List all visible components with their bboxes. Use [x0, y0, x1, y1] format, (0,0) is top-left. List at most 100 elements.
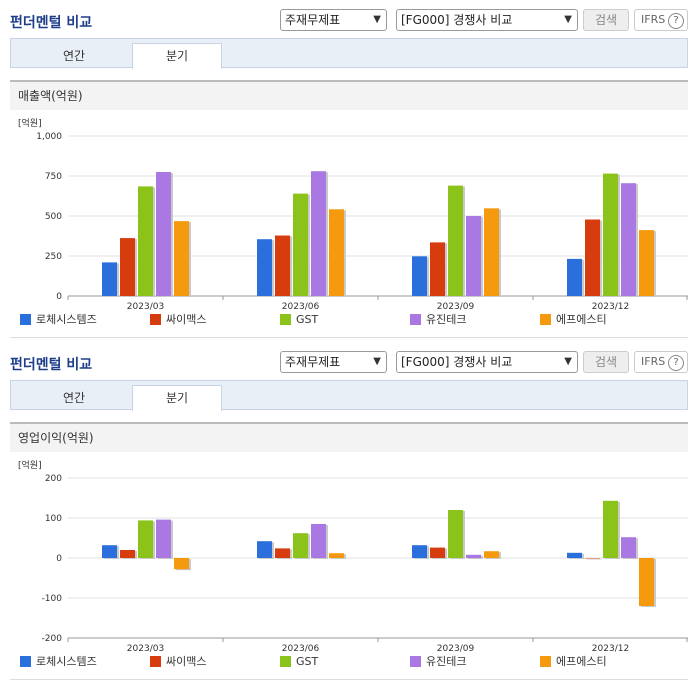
chevron-down-icon: ▼ — [564, 356, 572, 367]
legend-swatch — [410, 656, 421, 667]
fundamental-panel-operating-profit: 펀더멘털 비교 주재무제표 ▼ [FG000] 경쟁사 비교 ▼ 검색 IFRS… — [0, 342, 696, 684]
bar-2-2 — [448, 510, 463, 558]
legend-label: 로체시스템즈 — [36, 655, 97, 668]
fundamental-panel-revenue: 펀더멘털 비교 주재무제표 ▼ [FG000] 경쟁사 비교 ▼ 검색 IFRS… — [10, 9, 688, 338]
x-tick-label: 2023/03 — [127, 644, 164, 654]
statement-type-value: 주재무제표 — [285, 13, 341, 27]
legend-item[interactable]: 에프에스티 — [540, 655, 607, 669]
help-icon[interactable]: ? — [668, 13, 684, 29]
y-tick-label: 500 — [45, 212, 62, 222]
legend-label: 유진테크 — [426, 655, 467, 668]
legend-item[interactable]: GST — [280, 655, 318, 669]
bar-2-0 — [412, 545, 427, 558]
legend-item[interactable]: 유진테크 — [410, 655, 466, 669]
legend-swatch — [280, 656, 291, 667]
legend-swatch — [150, 656, 161, 667]
ifrs-label: IFRS — [641, 13, 666, 26]
legend-item[interactable]: 유진테크 — [410, 313, 466, 327]
x-tick-label: 2023/06 — [282, 302, 320, 312]
chart-legend: 로체시스템즈 싸이맥스 GST 유진테크 에프에스티 — [20, 655, 680, 671]
chart-area: [억원] -200 -100 0 100 200 2023/03 2023/06 2023/09… — [10, 452, 688, 680]
legend-swatch — [20, 314, 31, 325]
bar-2-2 — [448, 185, 463, 296]
chart-area: [억원] 0 250 500 750 1,000 2023/03 2023/06 2023/09… — [10, 110, 688, 338]
bar-3-4 — [639, 230, 654, 296]
legend-swatch — [540, 314, 551, 325]
panel-title: 펀더멘털 비교 — [10, 15, 93, 31]
statement-type-value: 주재무제표 — [285, 355, 341, 369]
bar-3-1 — [585, 219, 600, 296]
legend-item[interactable]: GST — [280, 313, 318, 327]
bar-1-4 — [329, 209, 344, 296]
bar-2-4 — [484, 208, 499, 296]
x-tick-label: 2023/12 — [592, 644, 629, 654]
peer-group-select[interactable]: [FG000] 경쟁사 비교 ▼ — [396, 9, 578, 31]
statement-type-select[interactable]: 주재무제표 ▼ — [280, 9, 387, 31]
search-button[interactable]: 검색 — [583, 351, 629, 373]
bar-2-1 — [430, 242, 445, 296]
bar-0-3 — [156, 172, 171, 296]
y-tick-label: 1,000 — [36, 132, 62, 142]
legend-swatch — [20, 656, 31, 667]
y-tick-label: 250 — [45, 252, 62, 262]
bar-1-1 — [275, 548, 290, 558]
y-tick-label: -200 — [42, 634, 63, 644]
ifrs-toggle[interactable]: IFRS ? — [634, 9, 688, 31]
bar-0-2 — [138, 186, 153, 296]
bar-3-0 — [567, 552, 582, 558]
bar-0-0 — [102, 545, 117, 558]
y-tick-label: 200 — [45, 474, 62, 484]
peer-group-value: [FG000] 경쟁사 비교 — [401, 13, 513, 27]
legend-label: 로체시스템즈 — [36, 313, 97, 326]
bar-shadow — [587, 559, 602, 560]
legend-label: 에프에스티 — [556, 655, 607, 668]
y-tick-label: -100 — [42, 594, 63, 604]
bar-2-1 — [430, 547, 445, 558]
bar-3-1 — [585, 558, 600, 559]
tab-quarterly[interactable]: 분기 — [132, 43, 222, 69]
bar-2-3 — [466, 216, 481, 296]
section-title: 영업이익(억원) — [10, 422, 688, 452]
bar-0-1 — [120, 550, 135, 558]
legend-item[interactable]: 로체시스템즈 — [20, 313, 97, 327]
tab-quarterly[interactable]: 분기 — [132, 385, 222, 411]
search-button[interactable]: 검색 — [583, 9, 629, 31]
legend-item[interactable]: 싸이맥스 — [150, 655, 206, 669]
section-title: 매출액(억원) — [10, 80, 688, 110]
x-tick-label: 2023/09 — [437, 644, 475, 654]
statement-type-select[interactable]: 주재무제표 ▼ — [280, 351, 387, 373]
x-tick-label: 2023/03 — [127, 302, 164, 312]
legend-item[interactable]: 로체시스템즈 — [20, 655, 97, 669]
x-tick-label: 2023/09 — [437, 302, 475, 312]
peer-group-value: [FG000] 경쟁사 비교 — [401, 355, 513, 369]
revenue-bar-chart: [억원] 0 250 500 750 1,000 2023/03 2023/06 2023/09… — [18, 117, 688, 312]
ifrs-toggle[interactable]: IFRS ? — [634, 351, 688, 373]
bar-0-0 — [102, 262, 117, 296]
chart-legend: 로체시스템즈 싸이맥스 GST 유진테크 에프에스티 — [20, 313, 680, 329]
bar-0-4 — [174, 558, 189, 570]
ifrs-label: IFRS — [641, 355, 666, 368]
bar-3-2 — [603, 500, 618, 558]
unit-label: [억원] — [18, 117, 42, 129]
legend-label: 싸이맥스 — [166, 313, 207, 326]
x-tick-label: 2023/06 — [282, 644, 320, 654]
legend-item[interactable]: 에프에스티 — [540, 313, 607, 327]
y-tick-label: 0 — [56, 554, 62, 564]
peer-group-select[interactable]: [FG000] 경쟁사 비교 ▼ — [396, 351, 578, 373]
legend-label: GST — [296, 655, 319, 668]
help-icon[interactable]: ? — [668, 355, 684, 371]
bar-0-3 — [156, 519, 171, 558]
bar-2-4 — [484, 551, 499, 558]
y-tick-label: 0 — [56, 292, 62, 302]
bar-3-0 — [567, 258, 582, 296]
bar-0-1 — [120, 238, 135, 296]
bar-1-4 — [329, 553, 344, 558]
tab-annual[interactable]: 연간 — [62, 391, 86, 405]
bar-1-3 — [311, 524, 326, 558]
bar-1-3 — [311, 171, 326, 296]
legend-item[interactable]: 싸이맥스 — [150, 313, 206, 327]
bar-3-3 — [621, 537, 636, 558]
bar-3-3 — [621, 183, 636, 296]
tab-annual[interactable]: 연간 — [62, 49, 86, 63]
chevron-down-icon: ▼ — [564, 14, 572, 25]
